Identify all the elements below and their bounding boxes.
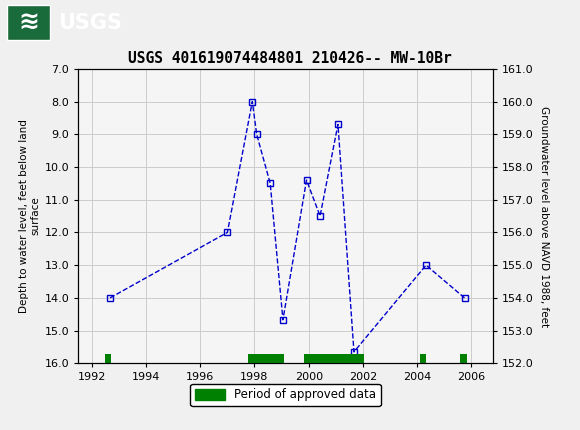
Y-axis label: Groundwater level above NAVD 1988, feet: Groundwater level above NAVD 1988, feet bbox=[539, 105, 549, 327]
Text: USGS: USGS bbox=[58, 12, 122, 33]
Bar bbox=[420, 354, 426, 363]
Text: USGS 401619074484801 210426-- MW-10Br: USGS 401619074484801 210426-- MW-10Br bbox=[128, 51, 452, 65]
Y-axis label: Depth to water level, feet below land
surface: Depth to water level, feet below land su… bbox=[19, 119, 41, 313]
Bar bbox=[460, 354, 467, 363]
Bar bbox=[304, 354, 364, 363]
Bar bbox=[248, 354, 284, 363]
Bar bbox=[106, 354, 111, 363]
Text: ≋: ≋ bbox=[18, 11, 39, 34]
Legend: Period of approved data: Period of approved data bbox=[190, 384, 381, 406]
FancyBboxPatch shape bbox=[7, 6, 50, 40]
